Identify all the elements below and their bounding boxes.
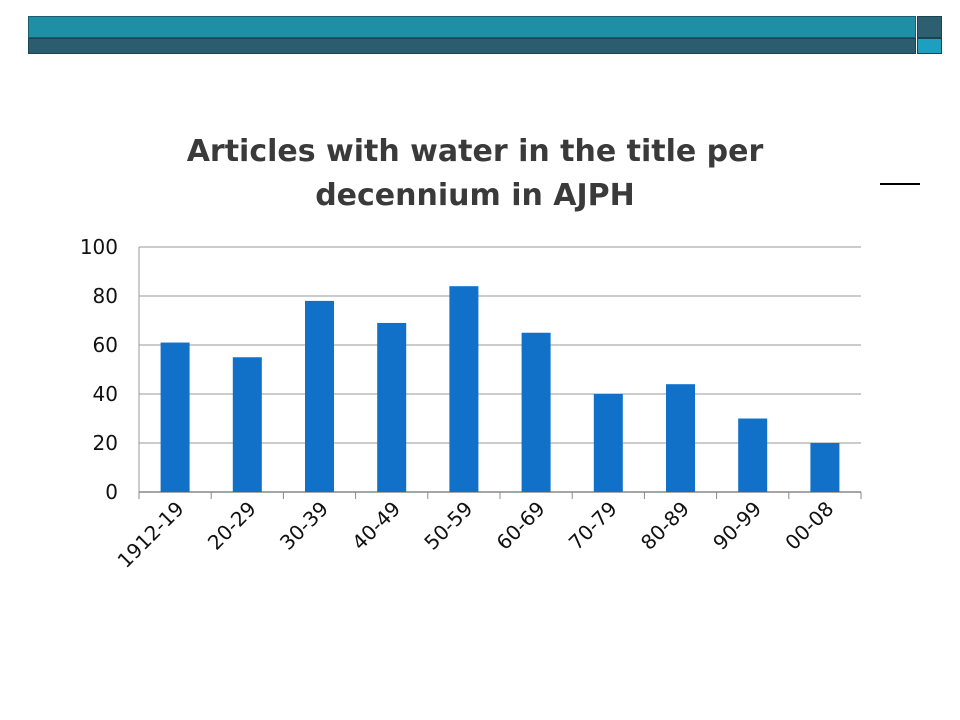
x-tick-label: 20-29 [203,497,261,555]
x-tick-label: 70-79 [564,497,622,555]
header-square-bottom [917,38,942,54]
bar [449,286,479,492]
bar [666,384,695,492]
decorative-line [880,183,920,185]
x-tick-label: 30-39 [275,497,333,555]
y-tick-label: 60 [93,333,118,357]
chart-title-line-2: decennium in AJPH [315,178,635,213]
x-tick-label: 50-59 [419,497,477,555]
x-tick-label: 60-69 [492,497,550,555]
x-tick-label: 40-49 [347,497,405,555]
y-tick-label: 0 [105,480,118,504]
x-tick-label: 1912-19 [113,497,189,573]
bar [738,418,768,492]
header-band-bottom [28,38,916,54]
x-tick-label: 00-08 [780,497,838,555]
bar [521,332,551,492]
bar [160,342,190,492]
y-tick-label: 20 [93,431,118,455]
bar [305,300,334,492]
y-tick-label: 40 [93,382,118,406]
bar [377,322,407,492]
chart-title: Articles with water in the title per dec… [120,130,830,218]
header-square-top [917,16,942,38]
bar [232,357,262,492]
bar [810,443,840,492]
bar [593,394,623,492]
chart-title-line-1: Articles with water in the title per [186,134,764,169]
header-band-top [28,16,916,38]
y-tick-label: 80 [93,284,118,308]
x-tick-label: 90-99 [708,497,766,555]
x-tick-label: 80-89 [636,497,694,555]
header-bar [28,16,942,56]
y-tick-label: 100 [80,235,118,259]
